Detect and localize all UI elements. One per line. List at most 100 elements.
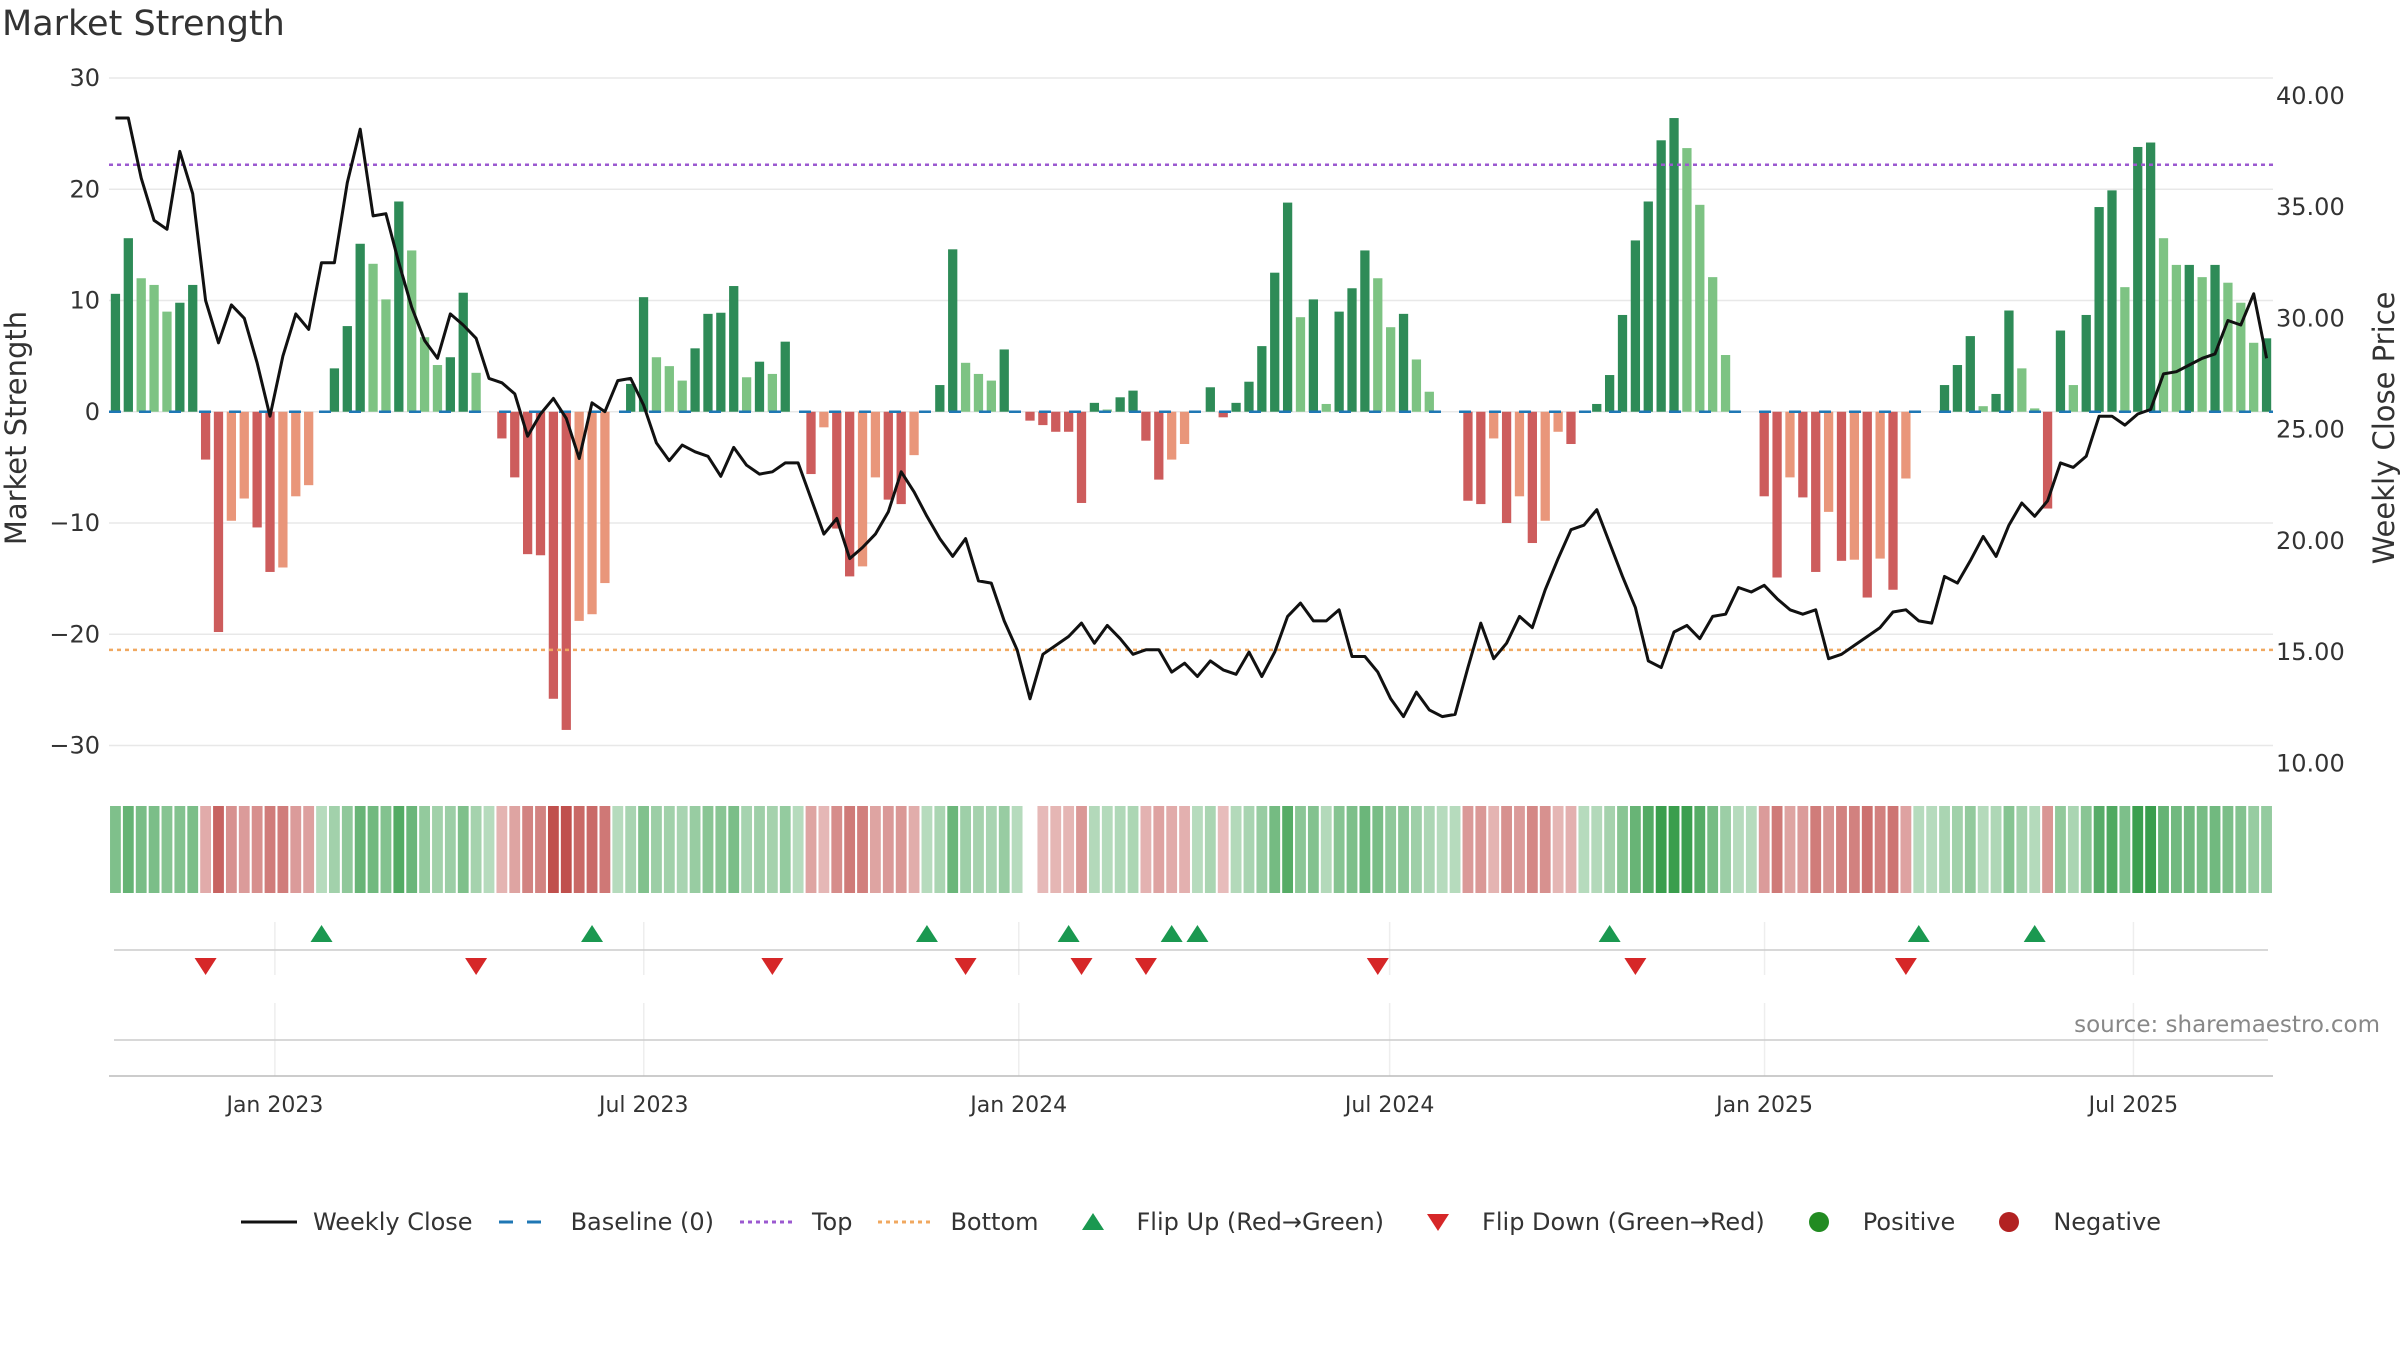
strength-bar xyxy=(1798,411,1808,498)
heat-cell xyxy=(1346,806,1358,893)
heat-cell xyxy=(2055,806,2066,893)
flip-down-marker xyxy=(1134,958,1157,975)
strength-bar xyxy=(1308,299,1319,412)
heat-cell xyxy=(2158,806,2169,893)
heat-cell xyxy=(161,806,173,893)
strength-bar xyxy=(265,411,275,572)
heat-cell xyxy=(2170,806,2182,893)
strength-bar xyxy=(471,372,481,412)
heat-cell xyxy=(367,806,379,893)
heat-cell xyxy=(1668,806,1680,893)
strength-bar xyxy=(136,278,146,412)
heat-strip xyxy=(110,806,2272,893)
strength-bar xyxy=(1643,201,1653,412)
strength-bar xyxy=(342,326,352,412)
heat-cell xyxy=(1694,806,1706,893)
legend-item: Bottom xyxy=(876,1208,1039,1236)
strength-bar xyxy=(1360,250,1370,412)
heat-cell xyxy=(1720,806,1731,893)
strength-bar xyxy=(1836,411,1847,561)
heat-cell xyxy=(1088,806,1100,893)
strength-bar xyxy=(226,411,237,521)
strength-bar xyxy=(1373,278,1383,412)
strength-bar xyxy=(188,284,198,412)
legend-item: Negative xyxy=(1979,1208,2161,1236)
strength-bar xyxy=(149,284,159,412)
heat-cell xyxy=(200,806,212,893)
strength-bar xyxy=(1965,336,1975,412)
heat-cell xyxy=(870,806,881,893)
heat-cell xyxy=(2042,806,2053,893)
heat-cell xyxy=(651,806,662,893)
strength-bar xyxy=(1476,411,1486,505)
strength-bar xyxy=(1811,411,1821,572)
flip-down-marker xyxy=(954,958,977,975)
heat-cell xyxy=(1990,806,2002,893)
strength-bar xyxy=(458,292,468,412)
heat-cell xyxy=(110,806,121,893)
strength-bar xyxy=(2068,385,2078,412)
flip-up-marker xyxy=(2023,925,2046,942)
flip-up-marker xyxy=(915,925,938,942)
strength-bar xyxy=(1347,288,1357,412)
heat-cell xyxy=(1037,806,1049,893)
strength-bar xyxy=(1334,311,1344,412)
strength-bar xyxy=(1849,411,1860,560)
heat-cell xyxy=(998,806,1010,893)
heat-cell xyxy=(1359,806,1371,893)
strength-bar xyxy=(2042,411,2053,509)
x-tick-label: Jul 2024 xyxy=(1343,1093,1435,1118)
strength-bar xyxy=(1669,118,1679,412)
heat-cell xyxy=(354,806,366,893)
legend-item: Weekly Close xyxy=(239,1208,473,1236)
heat-cell xyxy=(1011,806,1023,893)
flip-down-marker xyxy=(761,958,784,975)
legend-label: Flip Up (Red→Green) xyxy=(1136,1208,1385,1236)
strength-bar xyxy=(1656,140,1666,412)
strength-bar xyxy=(626,383,636,412)
legend-swatch xyxy=(240,1220,297,1224)
heat-cell xyxy=(1681,806,1693,893)
legend-item: Flip Down (Green→Red) xyxy=(1408,1208,1765,1236)
close-price-line xyxy=(115,116,2269,719)
strength-bar xyxy=(445,357,455,412)
heat-cell xyxy=(689,806,701,893)
x-tick-label: Jan 2025 xyxy=(1714,1093,1813,1118)
heat-cell xyxy=(2248,806,2260,893)
strength-bar xyxy=(1759,411,1769,497)
flip-up-marker xyxy=(1598,925,1621,942)
strength-bar xyxy=(162,311,172,412)
flip-down-marker xyxy=(1070,958,1093,975)
heat-cell xyxy=(779,806,791,893)
heat-cell xyxy=(1655,806,1667,893)
heat-cell xyxy=(1243,806,1255,893)
strength-bar xyxy=(883,411,893,500)
heat-cell xyxy=(1823,806,1835,893)
heat-cell xyxy=(960,806,971,893)
y-tick-label: −10 xyxy=(49,509,100,537)
heat-cell xyxy=(934,806,946,893)
legend-label: Bottom xyxy=(950,1208,1039,1236)
strength-bar xyxy=(1978,406,1988,412)
heat-cell xyxy=(432,806,443,893)
strength-bar xyxy=(1553,411,1563,432)
heat-cell xyxy=(1758,806,1770,893)
strength-bar xyxy=(780,341,790,412)
heat-cell xyxy=(1771,806,1783,893)
strength-bar xyxy=(729,286,739,412)
strength-bar xyxy=(2107,190,2117,412)
heat-cell xyxy=(1565,806,1577,893)
strength-bar xyxy=(394,201,404,412)
strength-bar xyxy=(329,368,340,412)
heat-cell xyxy=(277,806,289,893)
y-tick-label: 30 xyxy=(69,64,100,92)
heat-cell xyxy=(985,806,997,893)
strength-bar xyxy=(1270,272,1280,412)
x-tick-label: Jan 2023 xyxy=(224,1093,323,1118)
flip-markers xyxy=(114,925,2268,975)
legend-item: Baseline (0) xyxy=(497,1208,714,1236)
strength-bar xyxy=(1244,381,1254,412)
heat-cell xyxy=(444,806,456,893)
strength-bar xyxy=(1939,385,1950,412)
